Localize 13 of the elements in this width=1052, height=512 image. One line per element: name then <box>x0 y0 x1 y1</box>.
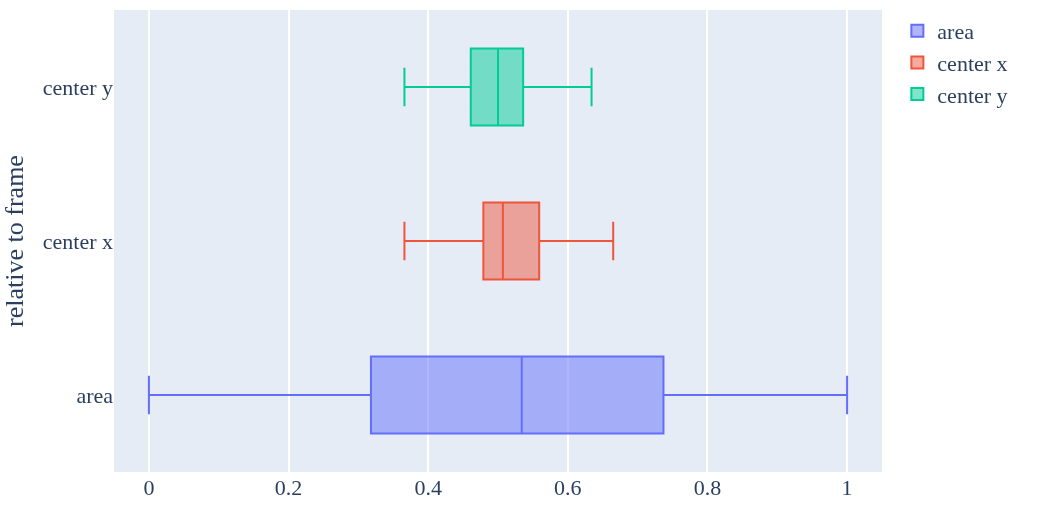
x-tick-label: 0.4 <box>414 475 442 500</box>
x-tick-label: 0.6 <box>554 475 582 500</box>
x-tick-label: 0 <box>143 475 155 500</box>
legend-label: area <box>937 19 975 45</box>
x-tick-label: 1 <box>841 475 853 500</box>
legend-label: center x <box>937 50 1008 76</box>
x-tick-label: 0.8 <box>693 475 722 500</box>
y-tick-label: area <box>76 382 114 408</box>
x-tick-label: 0.2 <box>274 475 303 500</box>
y-axis-title: relative to frame <box>0 155 29 327</box>
y-tick-label: center x <box>42 228 113 254</box>
y-tick-label: center y <box>42 74 113 100</box>
legend-label: center y <box>937 82 1008 108</box>
